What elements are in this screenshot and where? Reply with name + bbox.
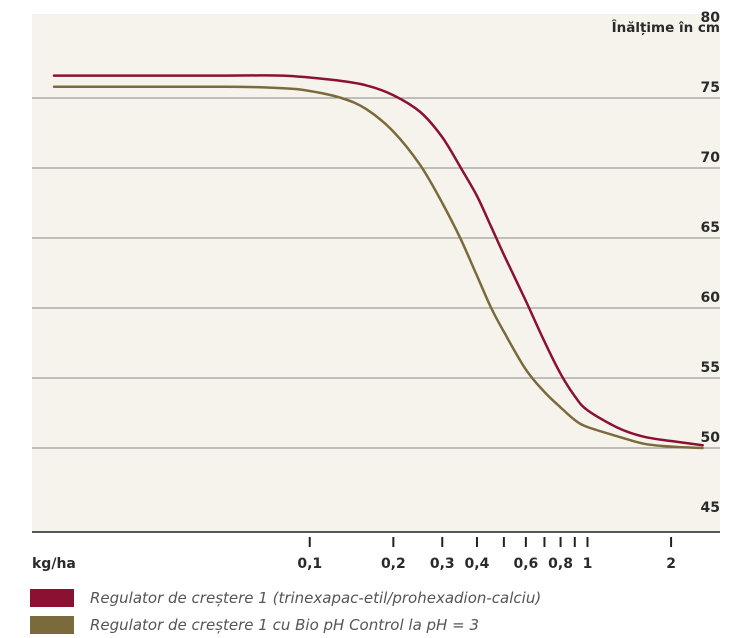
line-chart: 0,1 0,2 0,3 0,4 0,6 0,8 1 2 80 75 70 65 60 55 50 45 În… — [32, 10, 721, 572]
series-lines — [52, 74, 704, 450]
x-axis-ticks: 0,1 0,2 0,3 0,4 0,6 0,8 1 2 — [297, 537, 676, 572]
y-tick-label: 80 — [701, 10, 721, 26]
series-line-1 — [52, 74, 704, 447]
legend-label-2: Regulator de creștere 1 cu Bio pH Contro… — [90, 616, 479, 634]
x-tick-label: 0,4 — [465, 556, 490, 572]
legend-swatch-2 — [30, 616, 74, 634]
y-tick-label: 55 — [701, 360, 720, 376]
x-tick-label: 2 — [666, 556, 676, 572]
y-tick-label: 75 — [701, 80, 720, 96]
gridlines — [32, 97, 720, 449]
plot-background — [32, 14, 720, 532]
x-tick-label: 0,1 — [297, 556, 322, 572]
y-tick-label: 50 — [701, 430, 721, 446]
x-tick-label: 0,3 — [430, 556, 455, 572]
x-tick-label: 0,2 — [381, 556, 406, 572]
legend-item-1: Regulator de creștere 1 (trinexapac-etil… — [30, 586, 720, 610]
legend-label-1: Regulator de creștere 1 (trinexapac-etil… — [90, 589, 542, 607]
y-tick-label: 70 — [701, 150, 721, 166]
y-axis-tick-labels: 80 75 70 65 60 55 50 45 — [701, 10, 721, 516]
y-tick-label: 45 — [701, 500, 720, 516]
y-tick-label: 65 — [701, 220, 720, 236]
legend-item-2: Regulator de creștere 1 cu Bio pH Contro… — [30, 613, 720, 637]
y-axis-label: Înălțime în cm — [612, 19, 720, 36]
y-tick-label: 60 — [701, 290, 721, 306]
x-tick-label: 0,8 — [548, 556, 573, 572]
x-tick-label: 0,6 — [513, 556, 538, 572]
x-axis-label: kg/ha — [32, 556, 76, 572]
legend-swatch-1 — [30, 589, 74, 607]
series-line-2 — [52, 85, 704, 450]
x-tick-label: 1 — [583, 556, 593, 572]
